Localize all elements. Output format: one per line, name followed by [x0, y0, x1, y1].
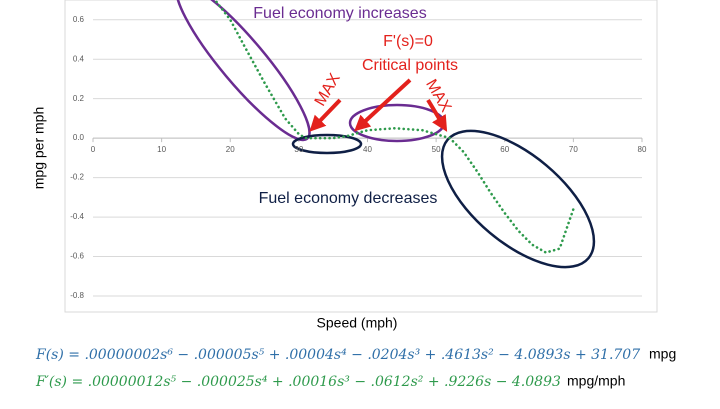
ellipse	[291, 133, 363, 155]
annotation: Critical points	[362, 57, 458, 74]
annotation: Fuel economy decreases	[259, 190, 438, 207]
y-tick-label: 0.0	[73, 133, 85, 142]
x-tick-label: 30	[294, 145, 303, 154]
x-tick-label: 70	[569, 145, 578, 154]
x-tick-label: 10	[157, 145, 166, 154]
formula: F′(s) = .00000012s⁵ − .000025s⁴ + .00016…	[35, 374, 561, 390]
arrows	[309, 78, 448, 132]
arrow	[309, 98, 342, 132]
formula: F(s) = .00000002s⁶ − .000005s⁵ + .00004s…	[35, 347, 640, 363]
arrow	[426, 98, 448, 132]
ellipse	[440, 129, 596, 269]
ellipse	[175, 0, 311, 142]
chart-frame	[64, 0, 658, 313]
x-tick-label: 80	[638, 145, 647, 154]
formula-unit: mpg	[649, 346, 676, 362]
x-tick-label: 60	[500, 145, 509, 154]
annotation: F'(s)=0	[383, 33, 433, 50]
y-tick-label: -0.8	[70, 291, 84, 300]
x-tick-label: 20	[226, 145, 235, 154]
y-tick-label: -0.6	[70, 252, 84, 261]
annotation: Fuel economy increases	[253, 5, 426, 22]
x-tick-label: 50	[432, 145, 441, 154]
formula-unit: mpg/mph	[567, 373, 625, 389]
x-tick-label: 40	[363, 145, 372, 154]
y-tick-label: 0.6	[73, 15, 85, 24]
y-tick-label: -0.4	[70, 212, 84, 221]
y-tick-label: -0.2	[70, 173, 84, 182]
y-axis-title: mpg per mph	[31, 107, 47, 189]
y-tick-label: 0.4	[73, 54, 85, 63]
data-line	[215, 0, 575, 254]
y-tick-label: 0.2	[73, 94, 85, 103]
x-axis-title: Speed (mph)	[317, 315, 398, 331]
arrow	[354, 78, 412, 132]
x-tick-label: 0	[91, 145, 96, 154]
